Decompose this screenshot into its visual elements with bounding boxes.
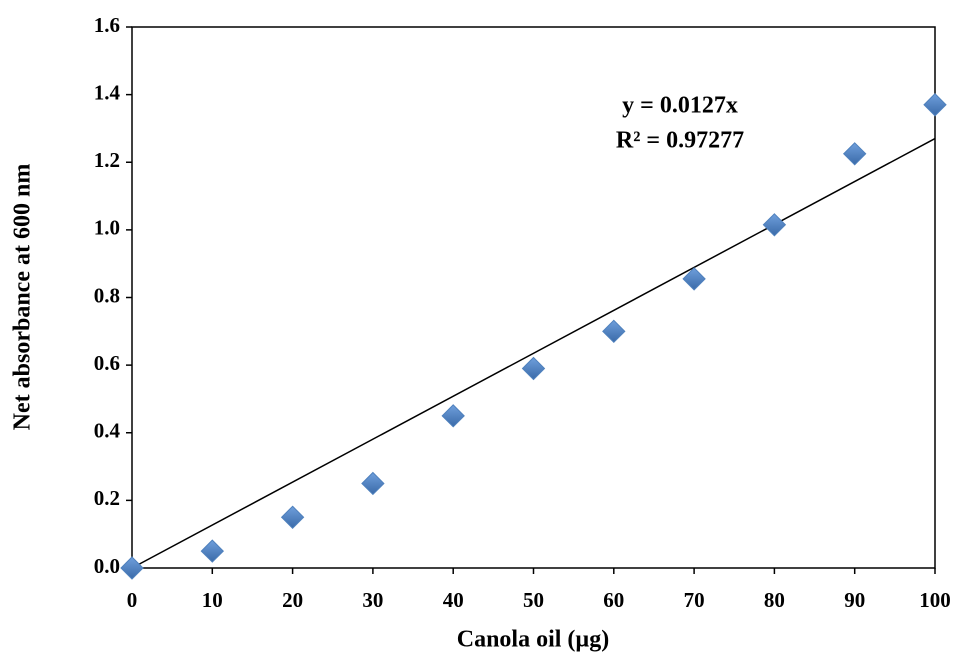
x-tick-label: 40 [443, 588, 464, 612]
y-tick-label: 1.0 [94, 216, 120, 240]
data-point [923, 93, 947, 117]
x-tick-label: 70 [684, 588, 705, 612]
y-tick-label: 0.4 [94, 419, 121, 443]
y-tick-label: 1.4 [94, 80, 121, 104]
data-point [280, 505, 305, 529]
x-tick-label: 50 [523, 588, 544, 612]
trendline [131, 137, 936, 569]
y-tick-label: 1.2 [94, 148, 120, 172]
data-point [842, 142, 867, 166]
data-point [361, 471, 385, 496]
x-tick-label: 100 [919, 588, 951, 612]
x-tick-label: 60 [603, 588, 624, 612]
plot-frame [131, 26, 936, 569]
data-point [682, 267, 706, 291]
data-point [521, 356, 546, 381]
x-tick-label: 10 [202, 588, 223, 612]
x-tick-label: 20 [282, 588, 303, 612]
trend-equation: y = 0.0127x [622, 93, 738, 119]
x-axis-label: Canola oil (µg) [457, 627, 610, 653]
y-tick-label: 1.6 [94, 13, 120, 37]
data-point [120, 556, 144, 580]
data-point [200, 539, 225, 563]
x-tick-label: 0 [127, 588, 138, 612]
x-tick-label: 30 [362, 588, 383, 612]
y-tick-label: 0.6 [94, 351, 120, 375]
y-tick-label: 0.2 [94, 486, 120, 510]
data-point [762, 213, 787, 237]
data-point [441, 404, 465, 428]
y-tick-label: 0.8 [94, 283, 120, 307]
y-tick-label: 0.0 [94, 554, 120, 578]
data-point [602, 319, 626, 344]
y-axis-label: Net absorbance at 600 nm [10, 164, 36, 431]
x-tick-label: 80 [764, 588, 785, 612]
r-squared: R² = 0.97277 [616, 128, 744, 154]
x-tick-label: 90 [844, 588, 865, 612]
